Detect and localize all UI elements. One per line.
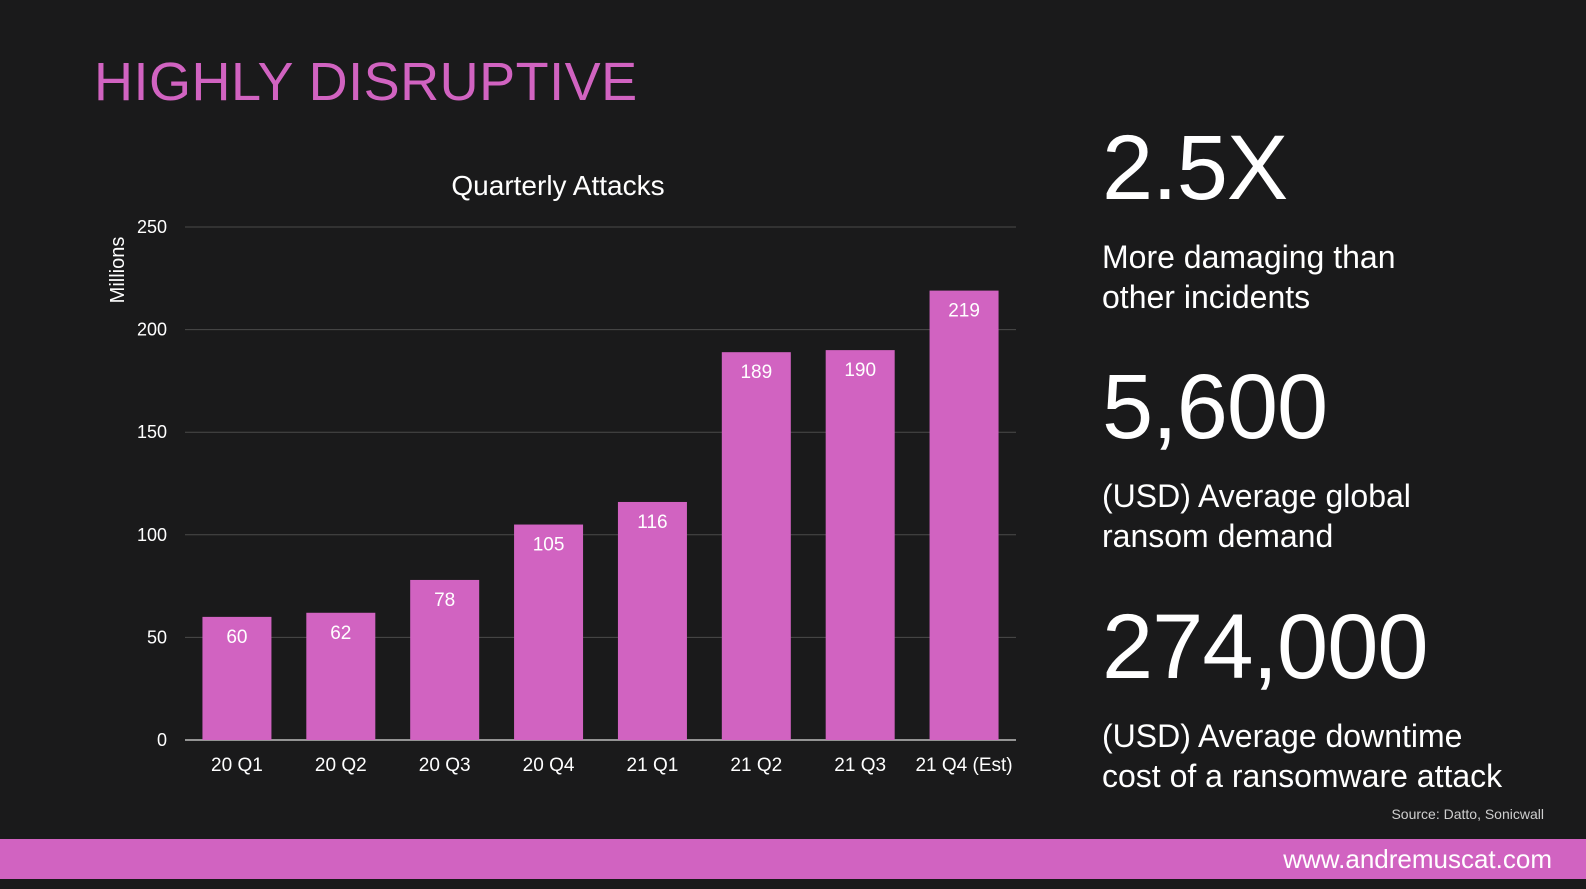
x-tick-label: 20 Q3	[419, 755, 471, 776]
stat-desc-damage: More damaging than other incidents	[1102, 237, 1572, 317]
x-tick-labels: 20 Q1 20 Q2 20 Q3 20 Q4 21 Q1 21 Q2 21 Q3 21 Q4…	[211, 755, 1013, 776]
bar-value-label: 78	[434, 590, 455, 611]
bar	[202, 616, 272, 740]
y-tick-label: 50	[147, 627, 167, 647]
bar	[929, 290, 999, 740]
y-tick-label: 100	[137, 525, 167, 545]
bar-value-label: 190	[844, 360, 876, 381]
bar	[410, 579, 480, 740]
stat-desc-line: other incidents	[1102, 279, 1311, 315]
y-tick-labels: 0 50 100 150 200 250	[137, 217, 167, 750]
stat-desc-line: (USD) Average downtime	[1102, 718, 1463, 754]
stat-value-ransom-demand: 5,600	[1102, 356, 1328, 458]
x-tick-label: 20 Q1	[211, 755, 263, 776]
bar-chart: Quarterly Attacks Millions 0 50 100 150 200 2…	[107, 170, 1016, 776]
x-tick-label: 21 Q4 (Est)	[915, 755, 1012, 776]
y-tick-label: 150	[137, 422, 167, 442]
bar	[306, 612, 376, 740]
bottom-strip	[0, 879, 1586, 889]
stat-desc-line: More damaging than	[1102, 239, 1396, 275]
footer-url[interactable]: www.andremuscat.com	[1283, 844, 1552, 874]
bar-value-label: 116	[637, 512, 667, 533]
x-tick-label: 21 Q2	[730, 755, 782, 776]
y-tick-label: 200	[137, 320, 167, 340]
stat-value-damage-multiplier: 2.5X	[1102, 117, 1288, 219]
x-tick-label: 21 Q1	[627, 755, 679, 776]
stat-desc-ransom: (USD) Average global ransom demand	[1102, 476, 1572, 556]
bar	[721, 352, 791, 740]
stat-desc-line: (USD) Average global	[1102, 478, 1411, 514]
bar	[617, 501, 687, 740]
bar-value-label: 105	[533, 535, 565, 556]
x-tick-label: 20 Q2	[315, 755, 367, 776]
source-note: Source: Datto, Sonicwall	[1391, 806, 1544, 822]
bars	[202, 290, 999, 740]
stat-desc-line: cost of a ransomware attack	[1102, 758, 1503, 794]
bar-value-label: 62	[330, 623, 351, 644]
stat-desc-downtime: (USD) Average downtime cost of a ransomw…	[1102, 716, 1572, 796]
chart-title: Quarterly Attacks	[451, 170, 664, 201]
x-tick-label: 21 Q3	[834, 755, 886, 776]
bar	[514, 524, 584, 740]
x-tick-label: 20 Q4	[523, 755, 575, 776]
stat-value-downtime-cost: 274,000	[1102, 596, 1429, 698]
y-axis-label: Millions	[107, 237, 129, 304]
y-tick-label: 0	[157, 730, 167, 750]
bar-value-label: 189	[740, 362, 772, 383]
footer-bar: www.andremuscat.com	[0, 839, 1586, 879]
stat-desc-line: ransom demand	[1102, 518, 1334, 554]
y-tick-label: 250	[137, 217, 167, 237]
page-title: HIGHLY DISRUPTIVE	[94, 52, 638, 112]
bar-value-label: 219	[948, 301, 980, 322]
bar	[825, 350, 895, 740]
bar-value-label: 60	[226, 627, 247, 648]
bar-value-labels: 60 62 78 105 116 189 190 219	[226, 301, 980, 648]
